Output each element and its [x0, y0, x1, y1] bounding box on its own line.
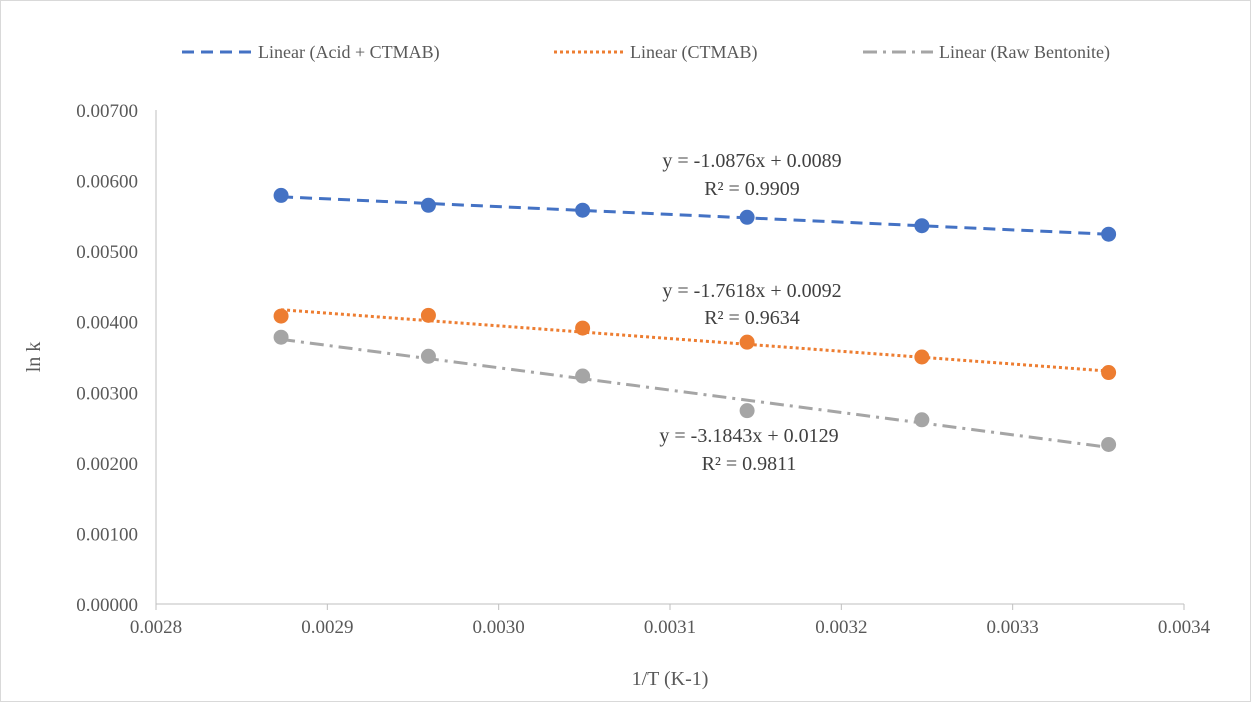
point-raw-bentonite — [575, 368, 591, 384]
point-ctmab — [273, 308, 289, 324]
data-points — [273, 187, 1117, 453]
y-tick-label: 0.00400 — [76, 313, 138, 334]
x-tick-label: 0.0030 — [473, 617, 525, 638]
point-acid-ctmab — [575, 202, 591, 218]
x-tick-label: 0.0032 — [815, 617, 867, 638]
y-axis-title: ln k — [23, 342, 45, 373]
legend-item-acid-ctmab: Linear (Acid + CTMAB) — [182, 42, 440, 63]
point-acid-ctmab — [914, 218, 930, 234]
point-raw-bentonite — [273, 329, 289, 345]
legend-item-raw-bentonite: Linear (Raw Bentonite) — [863, 42, 1110, 63]
r-squared-acid-ctmab: R² = 0.9909 — [704, 178, 800, 200]
equations: y = -1.0876x + 0.0089 R² = 0.9909 y = -1… — [659, 150, 841, 475]
y-tick-label: 0.00100 — [76, 524, 138, 545]
y-tick-label: 0.00700 — [76, 101, 138, 122]
x-tick-label: 0.0031 — [644, 617, 696, 638]
trendlines — [280, 195, 1109, 449]
x-ticks: 0.0028 0.0029 0.0030 0.0031 0.0032 0.0033 0.00… — [130, 604, 1211, 638]
equation-raw-bentonite: y = -3.1843x + 0.0129 — [659, 425, 838, 447]
x-tick-label: 0.0034 — [1158, 617, 1211, 638]
r-squared-ctmab: R² = 0.9634 — [704, 307, 800, 329]
y-tick-label: 0.00500 — [76, 242, 138, 263]
trendline-ctmab — [280, 308, 1109, 373]
x-tick-label: 0.0029 — [301, 617, 353, 638]
point-acid-ctmab — [1101, 226, 1117, 242]
point-ctmab — [420, 307, 436, 323]
x-axis-title: 1/T (K-1) — [632, 668, 709, 690]
y-tick-label: 0.00000 — [76, 595, 138, 616]
legend-label-acid-ctmab: Linear (Acid + CTMAB) — [258, 42, 440, 63]
point-acid-ctmab — [420, 197, 436, 213]
trendline-raw-bentonite — [280, 337, 1109, 449]
x-tick-label: 0.0028 — [130, 617, 182, 638]
point-acid-ctmab — [739, 209, 755, 225]
equation-acid-ctmab: y = -1.0876x + 0.0089 — [662, 150, 841, 172]
point-ctmab — [575, 320, 591, 336]
legend-item-ctmab: Linear (CTMAB) — [554, 42, 757, 63]
y-tick-label: 0.00600 — [76, 172, 138, 193]
equation-ctmab: y = -1.7618x + 0.0092 — [662, 280, 841, 302]
legend-label-raw-bentonite: Linear (Raw Bentonite) — [939, 42, 1110, 63]
point-raw-bentonite — [1101, 437, 1117, 453]
point-ctmab — [1101, 365, 1117, 381]
y-tick-label: 0.00300 — [76, 383, 138, 404]
point-ctmab — [739, 334, 755, 350]
legend-label-ctmab: Linear (CTMAB) — [630, 42, 757, 63]
legend: Linear (Acid + CTMAB) Linear (CTMAB) Lin… — [182, 42, 1110, 63]
point-raw-bentonite — [739, 403, 755, 419]
r-squared-raw-bentonite: R² = 0.9811 — [702, 453, 797, 475]
axes: 0.0028 0.0029 0.0030 0.0031 0.0032 0.0033 0.00… — [76, 101, 1210, 638]
point-acid-ctmab — [273, 187, 289, 203]
point-raw-bentonite — [420, 348, 436, 364]
y-tick-label: 0.00200 — [76, 454, 138, 475]
y-ticks: 0.00000 0.00100 0.00200 0.00300 0.00400 0.005… — [76, 101, 138, 616]
point-ctmab — [914, 349, 930, 365]
x-tick-label: 0.0033 — [987, 617, 1039, 638]
point-raw-bentonite — [914, 412, 930, 428]
trendline-acid-ctmab — [281, 195, 1109, 236]
